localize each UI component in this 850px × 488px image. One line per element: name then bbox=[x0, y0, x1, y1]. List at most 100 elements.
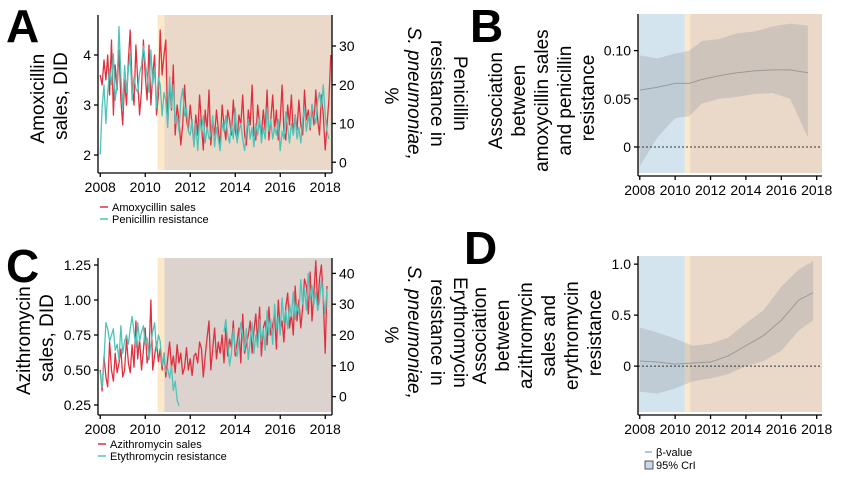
y-tick-label: 0.25 bbox=[64, 397, 91, 413]
x-tick-label: 2018 bbox=[801, 182, 832, 198]
panel-letter-b: B bbox=[470, 0, 503, 52]
panel-a-right-axis-line: resistance in bbox=[426, 40, 447, 147]
series-line bbox=[99, 25, 330, 155]
panel-d-axis-line: azithromycin bbox=[516, 282, 537, 389]
x-tick-label: 2008 bbox=[85, 421, 116, 437]
chart-d: 2008 2010 2012 2014 2016 2018 0 0.5 1.0 bbox=[612, 256, 832, 437]
x-tick-label: 2012 bbox=[175, 421, 206, 437]
x-tick-label: 2016 bbox=[766, 182, 797, 198]
x-tick-label: 2012 bbox=[695, 421, 726, 437]
right-y-tick-label: 40 bbox=[339, 265, 355, 281]
y-tick-label: 1.00 bbox=[64, 292, 91, 308]
panel-b-axis-line: resistance bbox=[578, 55, 599, 142]
x-tick-label: 2008 bbox=[85, 179, 116, 195]
legend-label-azithromycin: Azithromycin sales bbox=[110, 439, 202, 451]
panel-c: C Azithromycin sales, DID Erythromycin r… bbox=[6, 240, 470, 463]
y-tick-label: 0.5 bbox=[612, 307, 632, 323]
right-y-tick-label: 30 bbox=[339, 296, 355, 312]
panel-c-left-axis-line: Azithromycin bbox=[14, 286, 35, 395]
panel-b-axis-line: Association bbox=[486, 52, 507, 149]
legend-label-amoxycillin: Amoxycillin sales bbox=[112, 202, 196, 214]
y-tick-label: 0 bbox=[623, 358, 631, 374]
panel-letter-d: D bbox=[464, 222, 497, 274]
panel-d-axis-line: sales and bbox=[539, 295, 560, 376]
x-tick-label: 2018 bbox=[310, 421, 341, 437]
x-tick-label: 2014 bbox=[730, 182, 761, 198]
panel-a-right-axis-line: % bbox=[380, 88, 401, 105]
right-y-tick-label: 0 bbox=[339, 154, 347, 170]
panel-d-axis-line: erythromycin bbox=[562, 281, 583, 390]
y-tick-label: 0.50 bbox=[64, 362, 91, 378]
x-tick-label: 2018 bbox=[310, 179, 341, 195]
shaded-period bbox=[690, 14, 822, 173]
panel-a-right-axis-line: Penicillin bbox=[449, 56, 470, 131]
x-tick-label: 2016 bbox=[766, 421, 797, 437]
panel-a: A Amoxicillin sales, DID Penicillin resi… bbox=[6, 0, 470, 226]
chart-c: 2008 2010 2012 2014 2016 20180.250.500.751.00… bbox=[64, 257, 355, 437]
y-tick-label: 0 bbox=[623, 139, 631, 155]
panel-b-axis-label: Association between amoxycillin sales an… bbox=[486, 24, 599, 172]
chart-b: 2008 2010 2012 2014 2016 2018 0 0.05 0.10 bbox=[604, 14, 832, 198]
panel-b: B Association between amoxycillin sales … bbox=[470, 0, 832, 198]
x-tick-label: 2010 bbox=[660, 182, 691, 198]
series-line bbox=[99, 29, 332, 151]
right-y-tick-label: 10 bbox=[339, 116, 355, 132]
x-tick-label: 2016 bbox=[265, 179, 296, 195]
panel-a-left-axis-line: sales, DID bbox=[51, 52, 72, 140]
panel-d-axis-line: Association bbox=[470, 287, 491, 384]
legend-label-beta: β-value bbox=[656, 447, 692, 459]
x-tick-label: 2012 bbox=[175, 179, 206, 195]
panel-d: D Association between azithromycin sales… bbox=[464, 222, 832, 472]
panel-a-right-axis-label: Penicillin resistance in S. pneumoniae, … bbox=[380, 27, 470, 165]
legend-label-ci: 95% CrI bbox=[656, 460, 696, 472]
x-tick-label: 2014 bbox=[220, 421, 251, 437]
chart-a: 2008 2010 2012 2014 2016 2018 2 3 4 0 10 20 30 bbox=[83, 15, 355, 195]
right-y-tick-label: 20 bbox=[339, 77, 355, 93]
legend-d: β-value 95% CrI bbox=[644, 447, 696, 472]
panel-b-axis-line: between bbox=[509, 65, 530, 137]
legend-label-etythromycin: Etythromycin resistance bbox=[110, 451, 227, 463]
right-y-tick-label: 20 bbox=[339, 327, 355, 343]
x-tick-label: 2008 bbox=[624, 421, 655, 437]
panel-a-left-axis-label: Amoxicillin sales, DID bbox=[28, 48, 72, 143]
panel-d-axis-line: resistance bbox=[585, 290, 606, 377]
panel-d-axis-label: Association between azithromycin sales a… bbox=[470, 276, 606, 390]
shaded-period bbox=[690, 256, 822, 412]
panel-a-left-axis-line: Amoxicillin bbox=[28, 54, 49, 144]
y-tick-label: 1.0 bbox=[612, 256, 632, 272]
y-tick-label: 0.75 bbox=[64, 327, 91, 343]
right-y-tick-label: 0 bbox=[339, 389, 347, 405]
x-tick-label: 2008 bbox=[624, 182, 655, 198]
shaded-period bbox=[157, 258, 165, 412]
beta-value-line bbox=[639, 292, 814, 365]
shaded-period bbox=[638, 256, 685, 412]
y-tick-label: 0.05 bbox=[604, 91, 631, 107]
legend-label-penicillin: Penicillin resistance bbox=[112, 214, 209, 226]
x-tick-label: 2016 bbox=[265, 421, 296, 437]
series-line bbox=[99, 260, 328, 392]
x-tick-label: 2010 bbox=[130, 421, 161, 437]
panel-b-axis-line: and penicillin bbox=[555, 46, 576, 156]
legend-a: Amoxycillin sales Penicillin resistance bbox=[100, 202, 209, 226]
panel-c-left-axis-label: Azithromycin sales, DID bbox=[14, 281, 58, 395]
x-tick-label: 2014 bbox=[730, 421, 761, 437]
y-tick-label: 3 bbox=[83, 97, 91, 113]
panel-c-right-axis-line: S. pneumoniae, bbox=[403, 266, 424, 399]
panel-letter-a: A bbox=[6, 0, 39, 52]
panel-c-right-axis-line: Erythromycin bbox=[449, 277, 470, 388]
panel-letter-c: C bbox=[6, 240, 39, 292]
shaded-period bbox=[638, 14, 685, 173]
right-y-tick-label: 10 bbox=[339, 358, 355, 374]
series-line bbox=[99, 272, 328, 406]
legend-c: Azithromycin sales Etythromycin resistan… bbox=[98, 439, 227, 463]
panel-c-right-axis-line: resistance in bbox=[426, 279, 447, 386]
credible-interval-band bbox=[639, 23, 808, 167]
x-tick-label: 2010 bbox=[660, 421, 691, 437]
x-tick-label: 2018 bbox=[801, 421, 832, 437]
beta-value-line bbox=[639, 69, 808, 91]
y-tick-label: 1.25 bbox=[64, 257, 91, 273]
y-tick-label: 0.10 bbox=[604, 43, 631, 59]
shaded-period bbox=[164, 15, 332, 170]
shaded-period bbox=[684, 256, 691, 412]
